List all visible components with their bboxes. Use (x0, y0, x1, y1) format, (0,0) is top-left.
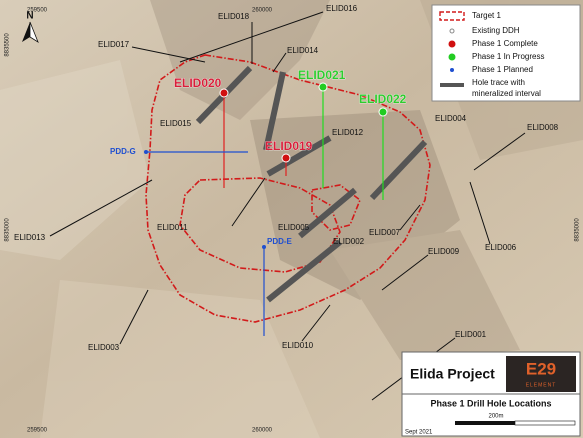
hole-label: ELID005 (278, 223, 310, 232)
hole-label: ELID009 (428, 247, 460, 256)
target-outline-small (311, 184, 361, 231)
hole-label: ELID012 (332, 128, 364, 137)
grid-label: 8835000 (5, 218, 11, 242)
leader-lines (49, 11, 526, 401)
legend-label: Phase 1 Complete (472, 39, 538, 48)
svg-text:N: N (26, 11, 33, 22)
hole-label: ELID007 (369, 228, 401, 237)
target-outline-inner (179, 177, 341, 273)
hole-label: ELID018 (218, 12, 250, 21)
grid-label: 8835500 (5, 33, 11, 57)
legend-label: Existing DDH (472, 26, 520, 35)
hole-label: ELID002 (333, 237, 365, 246)
legend: Target 1 Existing DDH Phase 1 Complete P… (431, 4, 581, 102)
legend-label: mineralized interval (472, 89, 541, 98)
hole-label-in-progress: ELID022 (359, 92, 407, 106)
hole-label: ELID015 (160, 119, 192, 128)
target-outline (145, 54, 431, 323)
legend-label: Phase 1 Planned (472, 65, 533, 74)
hole-label-planned: PDD-E (267, 237, 293, 246)
hole-label: ELID003 (88, 343, 120, 352)
hole-label-in-progress: ELID021 (298, 68, 346, 82)
legend-label: Phase 1 In Progress (472, 52, 544, 61)
grid-label: 260000 (252, 428, 273, 434)
grid-label: 260000 (252, 8, 273, 14)
grid-label: 8835000 (575, 218, 581, 242)
map-title: Phase 1 Drill Hole Locations (430, 398, 551, 408)
grid-label: 259500 (27, 8, 48, 14)
hole-label-complete: ELID020 (174, 76, 222, 90)
grid-label: 259500 (27, 428, 48, 434)
hole-label: ELID014 (287, 46, 319, 55)
logo-subtext: ELEMENT (526, 382, 557, 388)
date-label: Sept 2021 (405, 430, 433, 436)
hole-label: ELID017 (98, 40, 130, 49)
logo-text: E29 (526, 359, 556, 378)
hole-label-complete: ELID019 (265, 139, 313, 153)
scale-label: 200m (488, 414, 503, 420)
hole-label-planned: PDD-G (110, 147, 136, 156)
north-arrow: N (22, 11, 39, 43)
project-title: Elida Project (410, 366, 495, 382)
legend-label: Target 1 (472, 11, 501, 20)
hole-label: ELID006 (485, 243, 517, 252)
hole-traces (144, 65, 428, 336)
legend-label: Hole trace with (472, 78, 525, 87)
title-block: Elida Project E29 ELEMENT Phase 1 Drill … (401, 351, 581, 437)
hole-label: ELID001 (455, 330, 487, 339)
hole-label: ELID004 (435, 114, 467, 123)
hole-label: ELID016 (326, 4, 358, 13)
hole-label: ELID008 (527, 123, 559, 132)
hole-label: ELID010 (282, 341, 314, 350)
hole-label: ELID011 (157, 223, 188, 232)
hole-label: ELID013 (14, 233, 46, 242)
